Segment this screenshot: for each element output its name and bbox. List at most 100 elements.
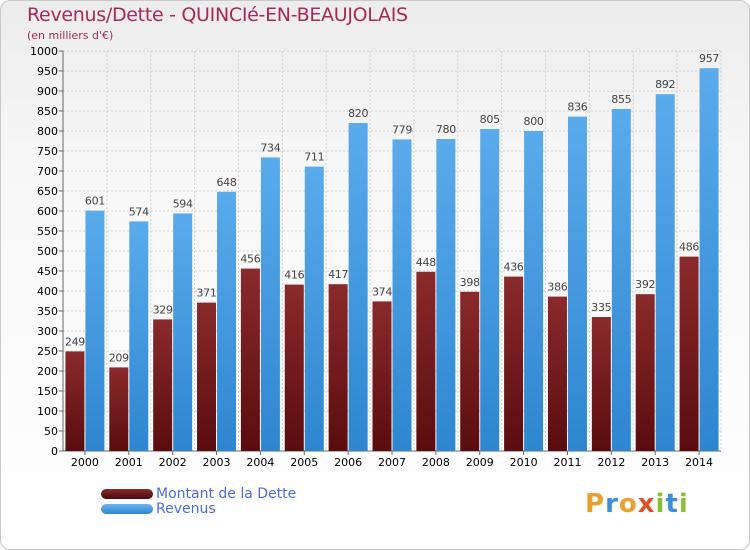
bar-revenue-2005 bbox=[304, 166, 324, 451]
tick-label-y-800: 800 bbox=[37, 125, 58, 138]
tick-label-y-1000: 1000 bbox=[30, 45, 58, 58]
tick-label-y-0: 0 bbox=[51, 445, 58, 458]
label-debt-2001: 209 bbox=[109, 351, 129, 364]
proxiti-logo: Proxiti bbox=[585, 489, 689, 519]
label-debt-2007: 374 bbox=[372, 285, 392, 298]
tick-label-y-100: 100 bbox=[37, 405, 58, 418]
label-revenue-2003: 648 bbox=[216, 176, 236, 189]
label-debt-2005: 416 bbox=[284, 269, 304, 282]
bar-debt-2000 bbox=[65, 351, 85, 451]
tick-label-y-750: 750 bbox=[37, 145, 58, 158]
tick-label-x-2013: 2013 bbox=[641, 456, 669, 469]
label-revenue-2004: 734 bbox=[260, 141, 280, 154]
tick-label-y-700: 700 bbox=[37, 165, 58, 178]
label-debt-2006: 417 bbox=[328, 268, 348, 281]
tick-label-y-250: 250 bbox=[37, 345, 58, 358]
label-debt-2014: 486 bbox=[679, 241, 699, 254]
tick-label-y-450: 450 bbox=[37, 265, 58, 278]
bar-revenue-2000 bbox=[85, 210, 105, 451]
label-revenue-2011: 836 bbox=[567, 101, 587, 114]
bar-debt-2011 bbox=[547, 296, 567, 451]
tick-label-y-50: 50 bbox=[44, 425, 58, 438]
tick-label-x-2005: 2005 bbox=[290, 456, 318, 469]
label-revenue-2013: 892 bbox=[655, 78, 675, 91]
tick-label-y-400: 400 bbox=[37, 285, 58, 298]
label-revenue-2007: 779 bbox=[392, 123, 412, 136]
tick-label-y-850: 850 bbox=[37, 105, 58, 118]
tick-label-y-300: 300 bbox=[37, 325, 58, 338]
label-debt-2013: 392 bbox=[635, 278, 655, 291]
tick-label-y-350: 350 bbox=[37, 305, 58, 318]
bar-revenue-2006 bbox=[348, 123, 368, 451]
bar-revenue-2004 bbox=[260, 157, 280, 451]
label-revenue-2009: 805 bbox=[480, 113, 500, 126]
label-revenue-2014: 957 bbox=[699, 52, 719, 65]
tick-label-y-200: 200 bbox=[37, 365, 58, 378]
tick-label-x-2001: 2001 bbox=[115, 456, 143, 469]
bar-debt-2001 bbox=[109, 367, 129, 451]
bar-revenue-2003 bbox=[217, 191, 237, 452]
tick-label-x-2000: 2000 bbox=[71, 456, 99, 469]
chart-title: Revenus/Dette - QUINCIé-EN-BEAUJOLAIS bbox=[27, 4, 408, 26]
bar-revenue-2012 bbox=[611, 109, 631, 451]
bar-revenue-2007 bbox=[392, 139, 412, 451]
label-revenue-2008: 780 bbox=[436, 123, 456, 136]
tick-label-x-2006: 2006 bbox=[334, 456, 362, 469]
bar-debt-2013 bbox=[635, 294, 655, 451]
label-debt-2008: 448 bbox=[416, 256, 436, 269]
label-debt-2009: 398 bbox=[460, 276, 480, 289]
axes: 0 50 100 150 200 250 300 350 400 450 500 550 600 650 7… bbox=[30, 45, 721, 469]
bar-revenue-2010 bbox=[524, 131, 544, 451]
bar-debt-2007 bbox=[372, 301, 392, 451]
data-labels: 249 601 209 574 329 594 371 648 456 734 416 711 417 8… bbox=[65, 52, 720, 364]
tick-label-x-2004: 2004 bbox=[246, 456, 274, 469]
legend-label-revenue: Revenus bbox=[156, 501, 216, 517]
bar-debt-2012 bbox=[591, 317, 611, 451]
bar-debt-2003 bbox=[197, 302, 217, 451]
label-debt-2002: 329 bbox=[153, 303, 173, 316]
bar-revenue-2009 bbox=[480, 129, 500, 451]
label-revenue-2005: 711 bbox=[304, 151, 324, 164]
tick-label-y-150: 150 bbox=[37, 385, 58, 398]
tick-label-x-2011: 2011 bbox=[553, 456, 581, 469]
tick-label-x-2012: 2012 bbox=[597, 456, 625, 469]
bar-revenue-2014 bbox=[699, 68, 719, 451]
label-debt-2010: 436 bbox=[504, 261, 524, 274]
label-revenue-2001: 574 bbox=[129, 205, 149, 218]
bar-debt-2009 bbox=[460, 291, 480, 451]
label-revenue-2006: 820 bbox=[348, 107, 368, 120]
tick-label-x-2010: 2010 bbox=[510, 456, 538, 469]
bar-debt-2014 bbox=[679, 256, 699, 451]
tick-label-y-950: 950 bbox=[37, 65, 58, 78]
tick-label-x-2003: 2003 bbox=[203, 456, 231, 469]
label-debt-2000: 249 bbox=[65, 335, 85, 348]
bar-revenue-2002 bbox=[173, 213, 193, 451]
bars bbox=[65, 68, 719, 452]
tick-label-y-550: 550 bbox=[37, 225, 58, 238]
tick-label-y-500: 500 bbox=[37, 245, 58, 258]
bar-revenue-2001 bbox=[129, 221, 149, 451]
label-debt-2004: 456 bbox=[240, 253, 260, 266]
bar-revenue-2011 bbox=[567, 116, 587, 451]
bar-revenue-2013 bbox=[655, 94, 675, 451]
label-debt-2003: 371 bbox=[196, 287, 216, 300]
label-debt-2012: 335 bbox=[591, 301, 611, 314]
label-debt-2011: 386 bbox=[547, 281, 567, 294]
label-revenue-2012: 855 bbox=[611, 93, 631, 106]
bar-debt-2002 bbox=[153, 319, 173, 451]
tick-label-x-2007: 2007 bbox=[378, 456, 406, 469]
bar-debt-2004 bbox=[240, 268, 260, 451]
label-revenue-2002: 594 bbox=[173, 197, 193, 210]
label-revenue-2010: 800 bbox=[524, 115, 544, 128]
bar-revenue-2008 bbox=[436, 139, 456, 451]
chart-subtitle: (en milliers d'€) bbox=[27, 29, 114, 42]
tick-label-y-600: 600 bbox=[37, 205, 58, 218]
bar-debt-2010 bbox=[504, 276, 524, 451]
legend-swatch-debt bbox=[101, 489, 153, 499]
tick-label-x-2009: 2009 bbox=[466, 456, 494, 469]
tick-label-y-900: 900 bbox=[37, 85, 58, 98]
bar-debt-2006 bbox=[328, 284, 348, 451]
label-revenue-2000: 601 bbox=[85, 195, 105, 208]
tick-label-x-2002: 2002 bbox=[159, 456, 187, 469]
